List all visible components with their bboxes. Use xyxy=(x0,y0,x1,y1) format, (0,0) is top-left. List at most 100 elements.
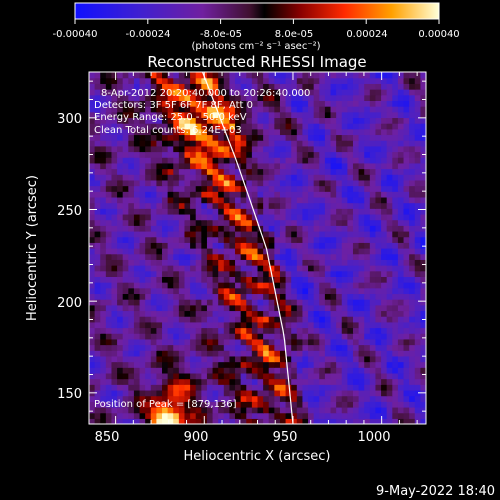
heatmap-cell xyxy=(420,162,426,170)
heatmap-cell xyxy=(184,265,191,272)
heatmap-cell xyxy=(358,140,365,147)
heatmap-cell xyxy=(145,253,152,260)
heatmap-cell xyxy=(133,384,141,391)
heatmap-cell xyxy=(279,310,287,317)
heatmap-cell xyxy=(94,276,101,283)
heatmap-cell xyxy=(324,378,332,385)
heatmap-cell xyxy=(403,361,410,368)
heatmap-cell xyxy=(414,344,421,351)
heatmap-cell xyxy=(285,230,292,238)
heatmap-cell xyxy=(100,174,107,181)
heatmap-cell xyxy=(246,384,253,391)
heatmap-cell xyxy=(122,83,129,90)
heatmap-cell xyxy=(178,213,186,221)
heatmap-cell xyxy=(133,270,141,277)
heatmap-cell xyxy=(94,401,101,408)
heatmap-cell xyxy=(263,179,270,187)
heatmap-cell xyxy=(369,202,377,209)
heatmap-cell xyxy=(279,77,287,84)
heatmap-cell xyxy=(397,401,405,408)
heatmap-cell xyxy=(319,287,326,295)
heatmap-cell xyxy=(122,395,129,402)
heatmap-cell xyxy=(235,213,242,221)
heatmap-cell xyxy=(251,242,259,249)
heatmap-cell xyxy=(386,213,393,221)
heatmap-cell xyxy=(167,236,174,243)
heatmap-cell xyxy=(268,191,275,198)
heatmap-cell xyxy=(223,89,231,96)
heatmap-cell xyxy=(336,208,343,215)
heatmap-cell xyxy=(285,106,292,113)
heatmap-cell xyxy=(246,418,253,424)
heatmap-cell xyxy=(263,128,270,136)
heatmap-cell xyxy=(386,355,393,363)
heatmap-cell xyxy=(251,282,259,289)
heatmap-cell xyxy=(409,225,416,232)
heatmap-cell xyxy=(251,344,259,351)
heatmap-cell xyxy=(414,265,421,272)
heatmap-cell xyxy=(139,202,146,209)
heatmap-cell xyxy=(201,89,208,96)
heatmap-cell xyxy=(414,83,421,90)
heatmap-cell xyxy=(296,384,304,391)
heatmap-cell xyxy=(364,151,371,158)
heatmap-cell xyxy=(145,202,152,209)
heatmap-cell xyxy=(195,202,202,209)
heatmap-cell xyxy=(341,327,348,334)
heatmap-cell xyxy=(184,248,191,255)
heatmap-cell xyxy=(324,389,332,397)
heatmap-cell xyxy=(279,145,287,153)
heatmap-cell xyxy=(156,327,163,334)
heatmap-cell xyxy=(268,304,275,312)
heatmap-cell xyxy=(218,77,225,84)
heatmap-cell xyxy=(139,83,146,90)
heatmap-cell xyxy=(330,100,337,107)
heatmap-cell xyxy=(133,355,141,363)
heatmap-cell xyxy=(240,253,247,260)
heatmap-cell xyxy=(212,310,219,317)
heatmap-cell xyxy=(279,372,287,380)
heatmap-cell xyxy=(117,338,124,346)
heatmap-cell xyxy=(235,418,242,424)
heatmap-cell xyxy=(145,174,152,181)
heatmap-cell xyxy=(336,333,343,340)
heatmap-cell xyxy=(386,372,393,380)
heatmap-cell xyxy=(291,162,298,170)
heatmap-cell xyxy=(201,316,208,323)
heatmap-cell xyxy=(184,304,191,312)
heatmap-cell xyxy=(128,230,135,238)
heatmap-cell xyxy=(229,316,236,323)
heatmap-cell xyxy=(257,406,264,414)
heatmap-cell xyxy=(139,145,146,153)
heatmap-cell xyxy=(420,287,426,295)
heatmap-cell xyxy=(313,270,320,277)
heatmap-cell xyxy=(167,384,174,391)
heatmap-cell xyxy=(190,350,197,357)
heatmap-cell xyxy=(381,327,388,334)
heatmap-cell xyxy=(386,100,393,107)
heatmap-cell xyxy=(330,401,337,408)
heatmap-cell xyxy=(375,117,382,124)
heatmap-cell xyxy=(364,94,371,101)
heatmap-cell xyxy=(291,293,298,300)
heatmap-cell xyxy=(218,344,225,351)
heatmap-cell xyxy=(285,72,292,79)
heatmap-cell xyxy=(341,72,348,79)
heatmap-cell xyxy=(111,282,118,289)
heatmap-cell xyxy=(167,179,174,187)
heatmap-cell xyxy=(319,401,326,408)
heatmap-cell xyxy=(347,265,354,272)
heatmap-cell xyxy=(223,248,231,255)
heatmap-cell xyxy=(184,157,191,164)
heatmap-cell xyxy=(206,367,214,374)
heatmap-cell xyxy=(420,384,426,391)
heatmap-cell xyxy=(397,378,405,385)
heatmap-cell xyxy=(302,389,309,397)
heatmap-cell xyxy=(308,350,315,357)
heatmap-cell xyxy=(392,179,399,187)
heatmap-cell xyxy=(195,123,202,130)
heatmap-cell xyxy=(369,310,377,317)
heatmap-cell xyxy=(352,321,360,329)
heatmap-cell xyxy=(89,248,96,255)
heatmap-cell xyxy=(111,395,118,402)
